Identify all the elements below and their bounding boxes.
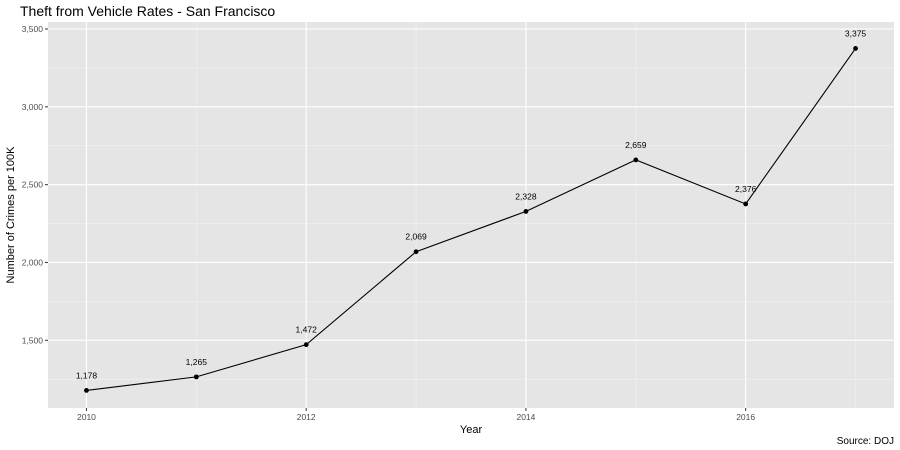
data-labels: 1,178 1,265 1,472 2,069 2,328 2,659 2,376 3,375 bbox=[76, 28, 867, 380]
x-tick-label: 2016 bbox=[736, 412, 755, 422]
data-label: 2,376 bbox=[735, 184, 757, 194]
major-gridlines bbox=[48, 22, 894, 408]
data-point bbox=[633, 157, 639, 163]
x-axis-title: Year bbox=[460, 424, 483, 436]
data-label: 2,069 bbox=[405, 232, 427, 242]
data-label: 1,472 bbox=[296, 325, 318, 335]
plot-panel bbox=[48, 22, 894, 408]
x-axis-ticks: 2010 2012 2014 2016 bbox=[77, 408, 755, 422]
x-tick-label: 2014 bbox=[516, 412, 535, 422]
y-tick-label: 1,500 bbox=[22, 335, 44, 345]
data-point bbox=[853, 46, 858, 51]
data-label: 2,328 bbox=[515, 191, 537, 201]
x-tick-label: 2010 bbox=[77, 412, 96, 422]
data-label: 1,265 bbox=[186, 357, 208, 367]
data-label: 1,178 bbox=[76, 370, 98, 380]
data-point bbox=[84, 388, 89, 393]
data-point bbox=[413, 249, 419, 255]
x-tick-label: 2012 bbox=[297, 412, 316, 422]
data-point bbox=[523, 209, 529, 214]
data-point bbox=[743, 201, 749, 207]
data-point bbox=[303, 342, 309, 348]
y-axis-ticks: 1,500 2,000 2,500 3,000 3,500 bbox=[22, 24, 48, 345]
data-points bbox=[84, 46, 858, 393]
source-caption: Source: DOJ bbox=[837, 436, 894, 447]
y-axis-title: Number of Crimes per 100K bbox=[5, 146, 17, 284]
y-tick-label: 2,500 bbox=[22, 180, 44, 190]
data-point bbox=[193, 374, 199, 380]
minor-gridlines bbox=[48, 22, 894, 408]
data-label: 3,375 bbox=[845, 28, 867, 38]
series-line bbox=[86, 48, 856, 391]
chart-title: Theft from Vehicle Rates - San Francisco bbox=[20, 3, 275, 19]
y-tick-label: 2,000 bbox=[22, 257, 44, 267]
series-line-group bbox=[86, 48, 856, 391]
y-tick-label: 3,000 bbox=[22, 102, 44, 112]
y-tick-label: 3,500 bbox=[22, 24, 44, 34]
data-label: 2,659 bbox=[625, 140, 647, 150]
